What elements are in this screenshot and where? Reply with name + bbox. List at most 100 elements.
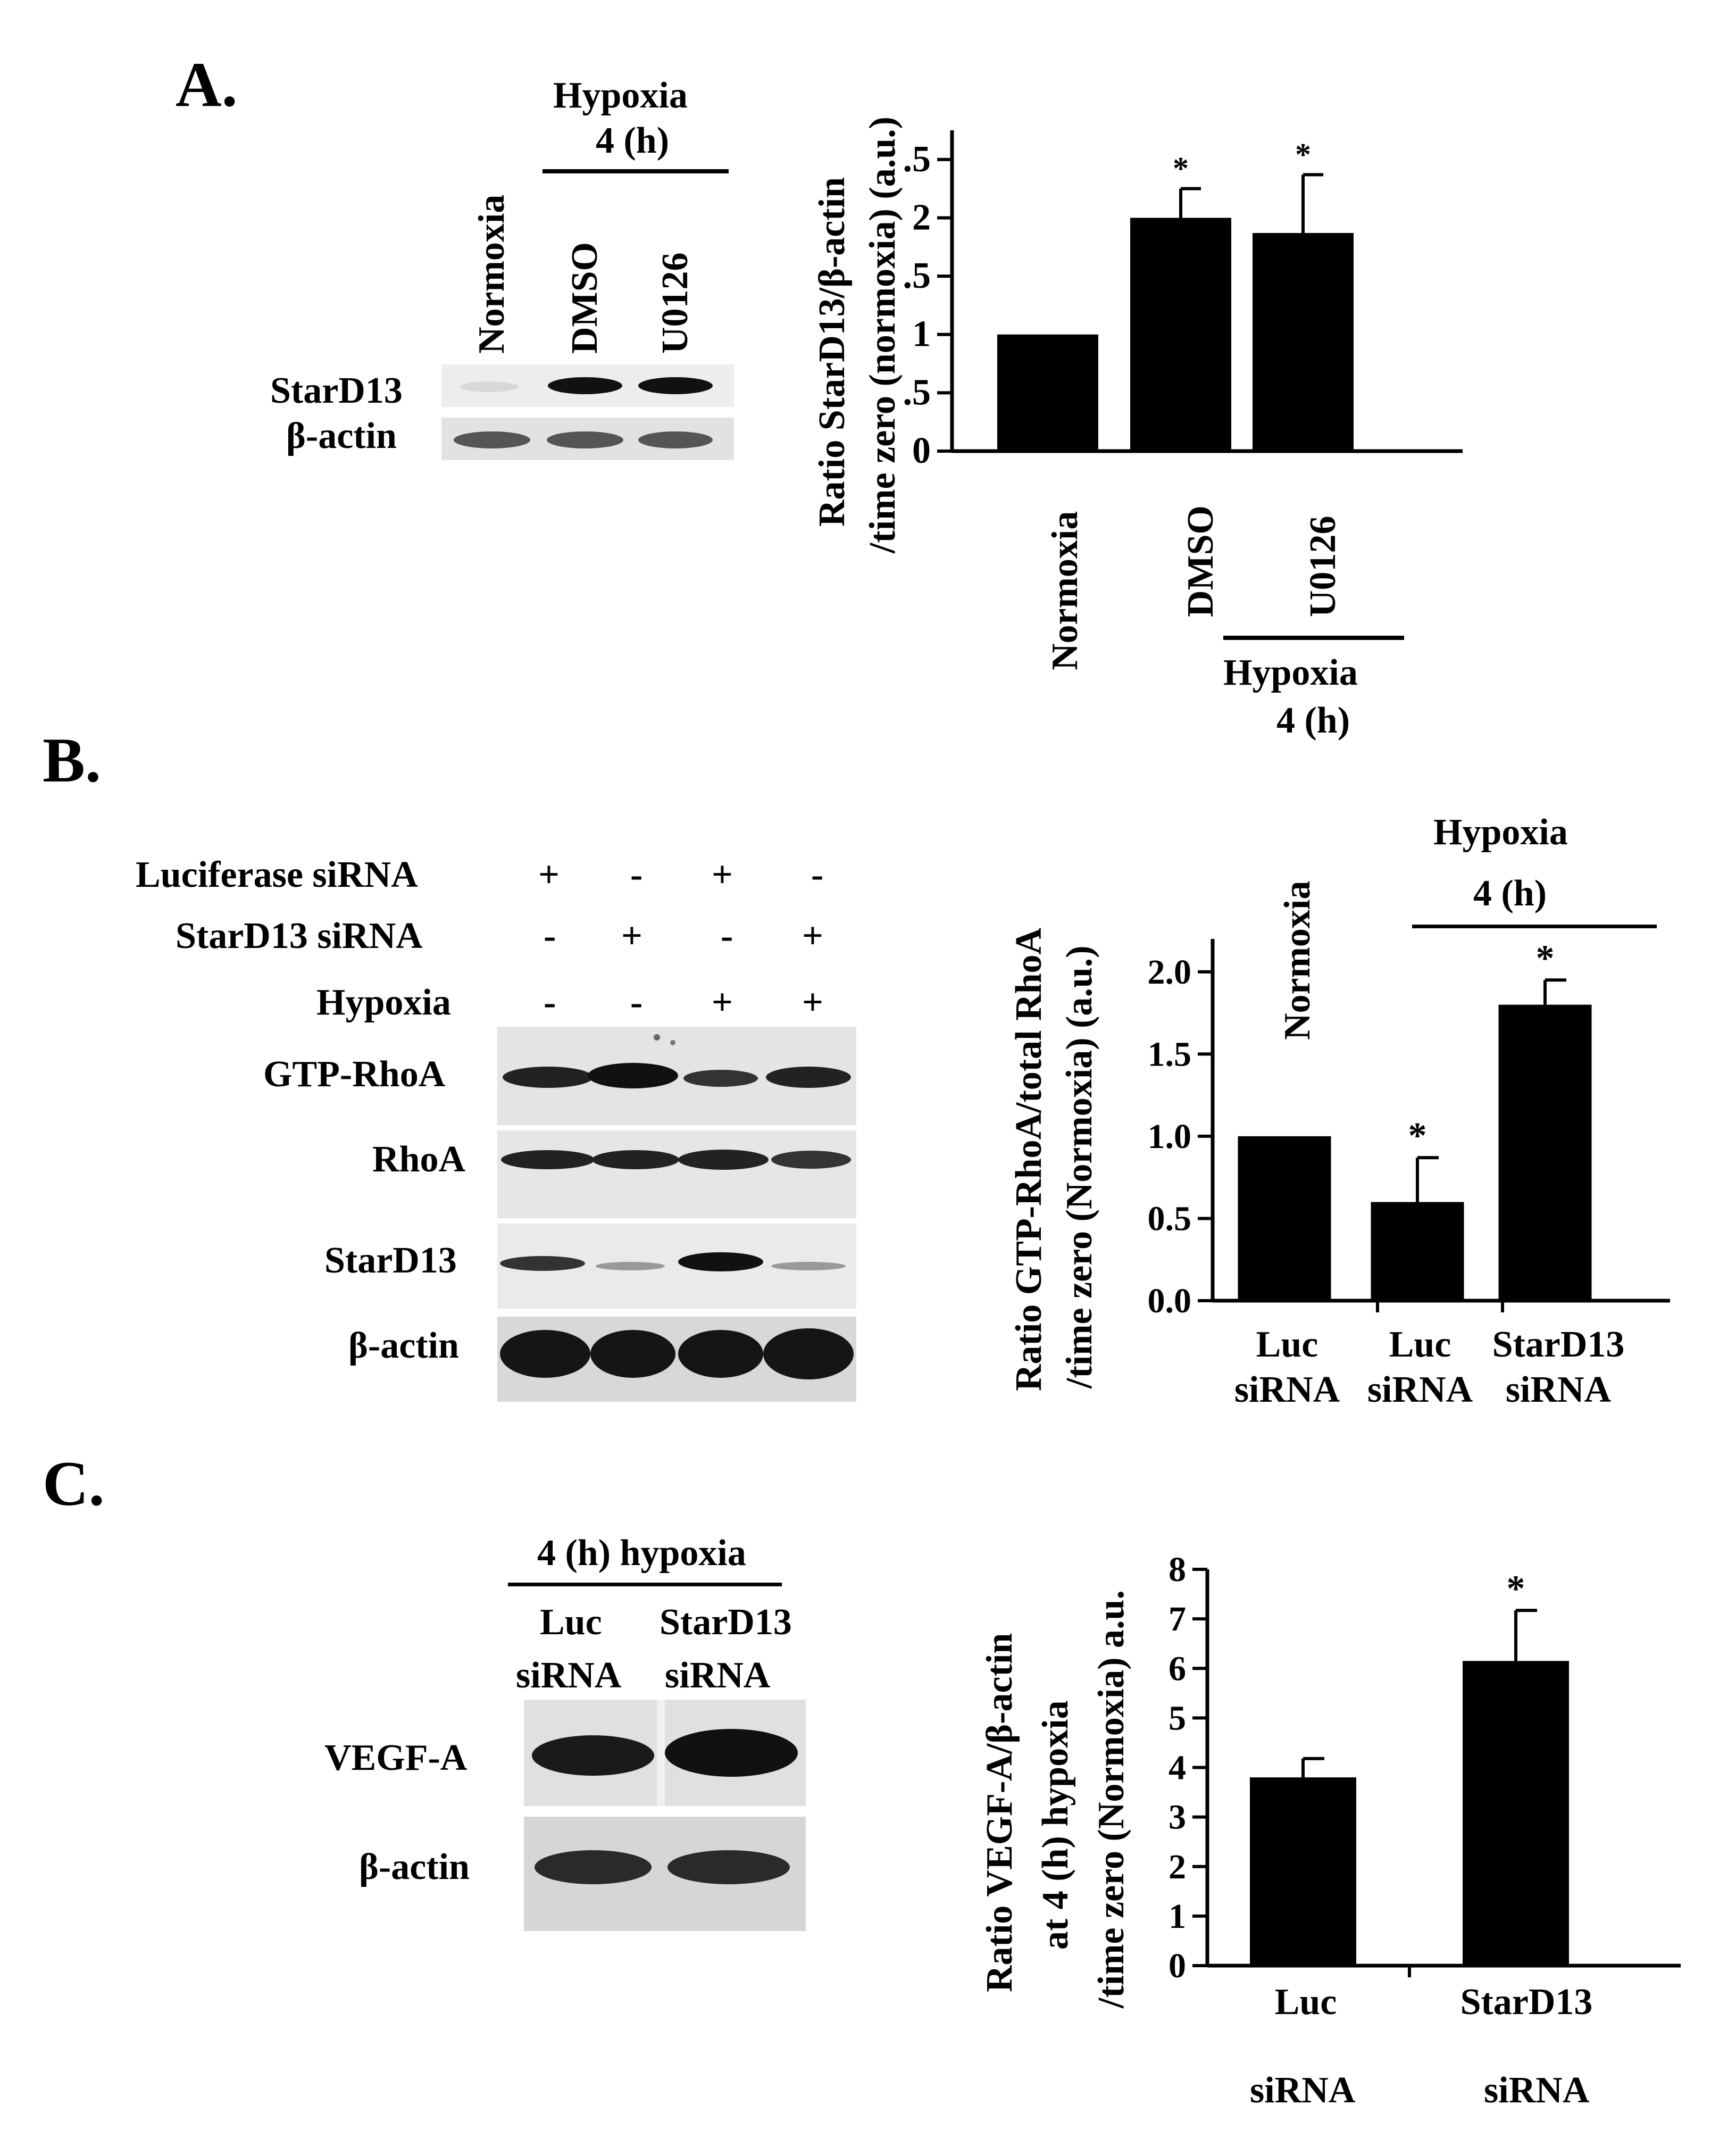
y-tick-label: 1	[912, 314, 931, 355]
x-category-label: StarD13	[1460, 1982, 1593, 2021]
blot-a-header-line2: 4 (h)	[596, 120, 670, 161]
blot-b-treatment-stard13: StarD13 siRNA	[176, 916, 423, 956]
y-tick-label: 1	[1169, 1897, 1186, 1936]
y-tick-label: 1.5	[1148, 1035, 1192, 1074]
y-tick-label: 3	[1169, 1798, 1186, 1837]
chart-b-group-line2: 4 (h)	[1473, 873, 1547, 914]
chart-b-group-line1: Hypoxia	[1433, 812, 1568, 853]
chart-a-group-line1: Hypoxia	[1223, 652, 1358, 693]
blot-b-rhoa-band	[497, 1130, 856, 1218]
y-tick-label: 0.0	[1148, 1282, 1192, 1320]
sign: -	[811, 854, 824, 895]
bar	[1250, 1777, 1356, 1966]
y-tick-label: 0.5	[1148, 1199, 1192, 1238]
blot-b-gtp-rhoa-band	[497, 1027, 856, 1125]
y-tick-label: 4	[1169, 1749, 1186, 1787]
sign: -	[544, 982, 556, 1023]
y-tick-label: 0.5	[904, 372, 931, 413]
significance-star: *	[1295, 137, 1311, 172]
y-tick-label: 1.5	[904, 255, 931, 296]
sign: +	[802, 916, 823, 956]
blot-a-actin-band	[441, 418, 734, 460]
sign: +	[621, 916, 642, 956]
blot-c-vegfa-band	[524, 1700, 806, 1806]
blot-c-lane2-line2: siRNA	[665, 1655, 771, 1696]
bar	[1130, 218, 1231, 451]
blot-a-row-stard13: StarD13	[270, 370, 403, 411]
chart-a: 0 0.5 1 1.5 2 2.5 * * Normoxia DMSO U0126	[904, 130, 1463, 670]
sign: -	[630, 854, 643, 895]
significance-star: *	[1408, 1116, 1427, 1157]
significance-star: *	[1173, 151, 1189, 186]
y-tick-label: 2	[912, 197, 931, 238]
bar	[1238, 1136, 1331, 1301]
y-tick-label: 8	[1169, 1550, 1186, 1589]
chart-c-ylabel-line1: Ratio VEGF-A/β-actin	[979, 1633, 1020, 1992]
x-category-label: Luc	[1256, 1324, 1318, 1365]
sign: +	[712, 854, 733, 895]
sign: +	[538, 854, 560, 895]
panel-letter-a: A.	[176, 49, 238, 120]
blot-c-actin-band	[524, 1817, 806, 1931]
bar	[997, 334, 1098, 451]
blot-a-header-underline	[542, 169, 729, 173]
sign: +	[712, 982, 733, 1023]
blot-b-row-gtp-rhoa: GTP-RhoA	[263, 1054, 446, 1095]
y-tick-label: 2.5	[904, 139, 931, 180]
chart-a-ylabel-line2: /time zero (normoxia) (a.u.)	[862, 117, 903, 553]
chart-b-group-line	[1412, 925, 1657, 928]
chart-a-ylabel-line1: Ratio StarD13/β-actin	[812, 177, 853, 527]
chart-b: 0.00.51.01.52.0**LucsiRNALucsiRNAStarD13…	[1148, 938, 1670, 1410]
chart-c-ylabel-line3: /time zero (Normoxia) a.u.	[1091, 1590, 1132, 2008]
blot-b-row-stard13: StarD13	[324, 1240, 457, 1281]
chart-c-x-category-label-line2: siRNA	[1484, 2070, 1590, 2111]
blot-b-actin-band	[497, 1317, 856, 1402]
chart-c-x-category-label-line2: siRNA	[1250, 2070, 1356, 2111]
bar	[1371, 1202, 1464, 1301]
y-tick-label: 1.0	[1148, 1117, 1192, 1156]
bar	[1463, 1661, 1569, 1966]
blot-c-row-vegfa: VEGF-A	[324, 1737, 468, 1778]
x-category-label: Luc	[1275, 1982, 1337, 2021]
blot-b-treatment-luciferase: Luciferase siRNA	[136, 854, 418, 895]
x-category-label: siRNA	[1367, 1369, 1473, 1410]
blot-b-treatment-hypoxia: Hypoxia	[316, 982, 451, 1023]
blot-c-header: 4 (h) hypoxia	[537, 1533, 746, 1574]
y-tick-label: 5	[1169, 1699, 1186, 1737]
sign: -	[544, 916, 556, 956]
significance-star: *	[1536, 938, 1555, 979]
blot-a-header-line1: Hypoxia	[553, 75, 688, 116]
x-category-label: StarD13	[1492, 1324, 1625, 1365]
sign: +	[802, 982, 823, 1023]
chart-c: 0 1 2 3 4 5 6 7 8 * Luc StarD13	[1169, 1550, 1681, 2021]
chart-a-group-line2: 4 (h)	[1276, 700, 1350, 741]
blot-c-lane1-line2: siRNA	[516, 1655, 622, 1696]
blot-a-stard13-band	[441, 364, 734, 407]
chart-b-ylabel-line2: /time zero (Normoxia) (a.u.)	[1059, 945, 1100, 1388]
panel-letter-b: B.	[43, 725, 102, 795]
chart-b-normoxia-label: Normoxia	[1277, 880, 1318, 1040]
blot-c-lane2-line1: StarD13	[660, 1602, 792, 1643]
y-tick-label: 2.0	[1148, 953, 1192, 992]
blot-b-row-actin: β-actin	[348, 1325, 459, 1366]
bar	[1253, 232, 1354, 451]
x-category-label: Normoxia	[1045, 511, 1086, 670]
significance-star: *	[1507, 1568, 1525, 1609]
blot-a-lane-u0126: U0126	[655, 252, 696, 354]
x-category-label: U0126	[1303, 515, 1343, 617]
y-tick-label: 6	[1169, 1649, 1186, 1688]
sign: -	[630, 982, 643, 1023]
chart-a-group-line	[1223, 636, 1404, 640]
panel-letter-c: C.	[43, 1448, 105, 1519]
chart-c-ylabel-line2: at 4 (h) hypoxia	[1035, 1700, 1076, 1950]
blot-c-header-underline	[508, 1583, 782, 1586]
y-tick-label: 0	[912, 430, 931, 471]
blot-c-row-actin: β-actin	[359, 1846, 470, 1887]
sign: -	[721, 916, 733, 956]
x-category-label: Luc	[1389, 1324, 1451, 1365]
blot-b-row-rhoa: RhoA	[372, 1139, 466, 1180]
blot-a-row-actin: β-actin	[286, 415, 397, 456]
blot-a-lane-normoxia: Normoxia	[471, 194, 512, 354]
y-tick-label: 0	[1169, 1946, 1186, 1985]
y-tick-label: 7	[1169, 1600, 1186, 1638]
